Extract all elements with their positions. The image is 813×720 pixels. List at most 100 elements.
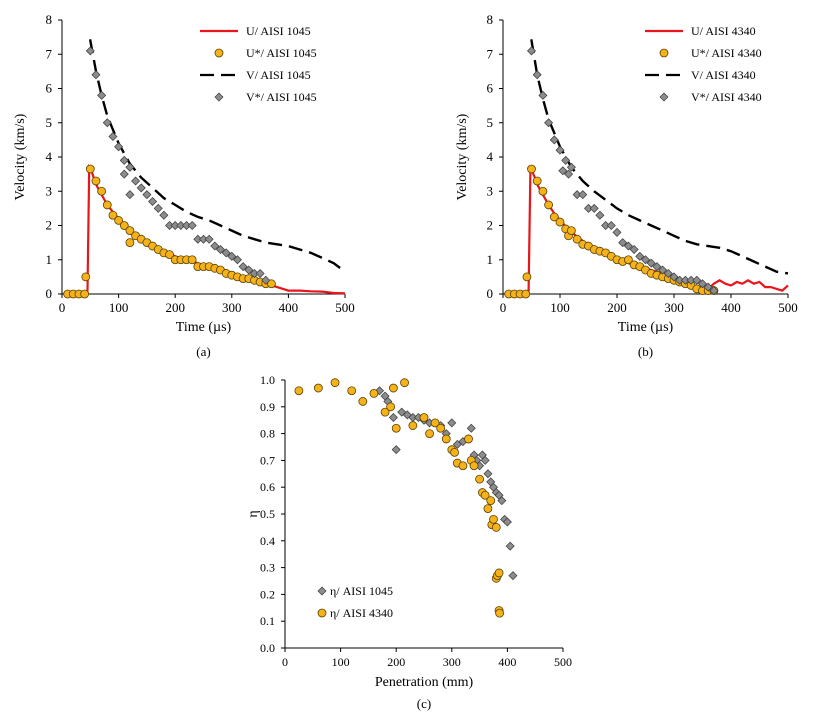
data-point	[347, 386, 357, 396]
data-point	[564, 169, 574, 179]
data-point	[658, 265, 668, 275]
data-point	[80, 289, 90, 299]
data-point	[159, 210, 169, 220]
panel-caption: (b)	[638, 344, 653, 359]
x-tick-label: 100	[109, 300, 129, 315]
data-point	[389, 383, 398, 393]
y-tick-label: 0.7	[260, 453, 275, 467]
data-point	[663, 268, 673, 278]
y-tick-label: 8	[487, 12, 494, 27]
data-point	[125, 190, 135, 200]
legend-label: U/ AISI 4340	[691, 24, 756, 38]
y-tick-label: 0	[46, 286, 53, 301]
legend-label: U*/ AISI 1045	[246, 46, 317, 60]
data-point	[85, 164, 95, 174]
data-point	[527, 46, 536, 56]
x-tick-label: 0	[500, 300, 507, 315]
data-point	[555, 217, 565, 227]
y-axis-label: η	[246, 510, 261, 517]
data-point	[244, 265, 254, 275]
data-point	[430, 418, 440, 428]
data-point	[114, 215, 123, 225]
data-point	[549, 135, 559, 145]
data-point	[521, 289, 531, 299]
data-point	[527, 164, 536, 174]
legend-label: U*/ AISI 4340	[691, 46, 762, 60]
data-point	[97, 90, 107, 100]
data-point	[125, 238, 135, 248]
series-markers	[375, 386, 518, 581]
data-point	[436, 423, 446, 433]
data-point	[612, 227, 622, 237]
x-tick-label: 300	[222, 300, 242, 315]
data-point	[97, 186, 107, 196]
data-point	[494, 568, 504, 578]
y-tick-label: 8	[46, 12, 53, 27]
legend-marker	[659, 48, 669, 58]
x-tick-label: 100	[550, 300, 570, 315]
data-point	[505, 541, 515, 551]
data-point	[641, 255, 650, 265]
data-point	[142, 190, 152, 200]
data-point	[491, 523, 501, 532]
data-point	[136, 183, 146, 193]
data-point	[388, 413, 398, 423]
data-point	[466, 423, 476, 433]
data-point	[709, 286, 719, 296]
y-tick-label: 0.9	[260, 400, 275, 414]
data-point	[480, 490, 490, 500]
x-tick-label: 300	[443, 655, 461, 669]
data-point	[652, 262, 662, 272]
data-point	[119, 169, 129, 179]
data-point	[618, 238, 628, 248]
legend-marker	[214, 92, 224, 102]
data-point	[153, 203, 163, 213]
data-point	[85, 46, 95, 56]
data-point	[227, 251, 237, 261]
data-point	[595, 210, 605, 220]
y-tick-label: 0.8	[260, 427, 275, 441]
legend-label: η/ AISI 1045	[330, 584, 393, 598]
data-point	[391, 445, 401, 455]
data-point	[692, 275, 702, 285]
data-point	[238, 262, 248, 272]
x-tick-label: 200	[387, 655, 405, 669]
data-point	[629, 244, 639, 254]
data-point	[91, 70, 101, 80]
data-point	[386, 402, 396, 412]
data-point	[646, 258, 656, 268]
data-point	[480, 455, 490, 465]
y-tick-label: 4	[487, 149, 494, 164]
data-point	[221, 248, 231, 258]
panel-b: 0 100 200 300 400 500 0 1 2 3 4 5 6 7 8 Time (µs) Veloci…	[455, 12, 798, 359]
data-point	[532, 176, 542, 186]
x-axis-label: Penetration (mm)	[375, 675, 474, 690]
data-point	[187, 221, 197, 230]
data-point	[623, 241, 633, 251]
data-point	[261, 275, 271, 285]
series-markers	[294, 378, 505, 618]
legend-label: V/ AISI 1045	[246, 68, 311, 82]
y-tick-label: 2	[487, 218, 494, 233]
data-point	[267, 279, 276, 289]
data-point	[483, 469, 493, 479]
y-tick-label: 0.6	[260, 480, 275, 494]
data-point	[544, 118, 554, 128]
x-tick-label: 400	[721, 300, 741, 315]
data-point	[606, 221, 616, 230]
data-point	[544, 200, 553, 210]
y-axis-label: Velocity (km/s)	[13, 113, 28, 200]
y-tick-label: 6	[46, 81, 53, 96]
legend-marker	[317, 608, 327, 618]
x-tick-label: 0	[282, 655, 288, 669]
y-tick-label: 5	[46, 115, 53, 130]
y-tick-label: 2	[46, 218, 53, 233]
legend-label: V/ AISI 4340	[691, 68, 756, 82]
y-tick-label: 0.5	[260, 507, 275, 521]
x-tick-label: 500	[554, 655, 572, 669]
data-point	[255, 268, 265, 278]
x-axis-label: Time (µs)	[176, 320, 232, 335]
data-point	[148, 197, 158, 207]
data-point	[469, 461, 479, 471]
